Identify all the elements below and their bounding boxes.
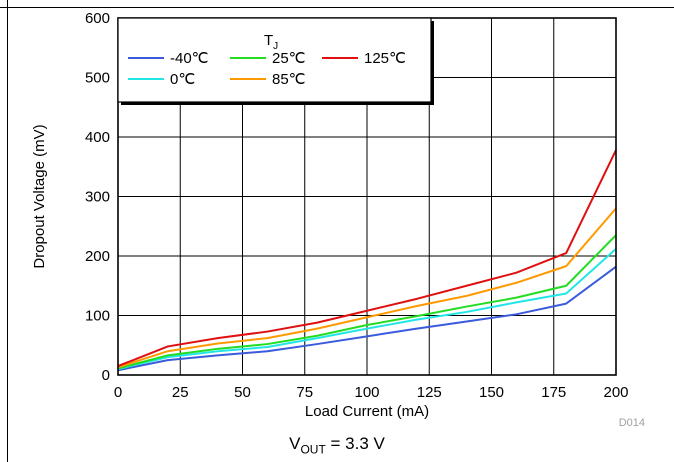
x-tick-label: 75 [296, 384, 313, 401]
legend-label: 0℃ [170, 71, 195, 88]
x-tick-label: 50 [234, 384, 251, 401]
caption-prefix: V [289, 434, 301, 453]
x-axis-title: Load Current (mA) [305, 403, 429, 420]
legend-title: TJ [264, 32, 278, 52]
y-tick-label: 400 [85, 129, 110, 146]
series-line [117, 149, 617, 368]
y-tick-label: 500 [85, 70, 110, 87]
y-tick-label: 100 [85, 308, 110, 325]
y-tick-label: 0 [102, 367, 110, 384]
x-tick-label: 200 [603, 384, 628, 401]
output-voltage-caption: VOUT = 3.3 V [0, 434, 674, 456]
x-tick-label: 175 [541, 384, 566, 401]
series-layer [117, 149, 617, 372]
series-line [117, 234, 617, 370]
y-axis-title: Dropout Voltage (mV) [31, 124, 48, 268]
legend-title-subscript: J [273, 41, 278, 52]
x-tick-label: 150 [479, 384, 504, 401]
y-tick-label: 200 [85, 248, 110, 265]
dropout-voltage-chart: 0 25 50 75 100 125 150 175 200 0 100 200 300 400 500 6… [31, 10, 645, 429]
legend-label: 125℃ [364, 50, 406, 67]
caption-suffix: = 3.3 V [325, 434, 385, 453]
x-tick-label: 125 [417, 384, 442, 401]
series-line [117, 207, 617, 369]
x-tick-label: 25 [172, 384, 189, 401]
series-line [117, 248, 617, 371]
y-tick-label: 300 [85, 189, 110, 206]
legend-box [117, 17, 432, 103]
y-tick-labels: 0 100 200 300 400 500 600 [85, 10, 110, 384]
legend-title-main: T [264, 32, 273, 49]
legend: TJ -40℃ 25℃ 125℃ 0℃ 85℃ [117, 17, 434, 105]
x-tick-label: 0 [114, 384, 122, 401]
y-tick-label: 600 [85, 10, 110, 27]
legend-entries: -40℃ 25℃ 125℃ 0℃ 85℃ [128, 50, 406, 88]
legend-label: 25℃ [272, 50, 306, 67]
x-tick-label: 100 [354, 384, 379, 401]
x-tick-labels: 0 25 50 75 100 125 150 175 200 [114, 384, 629, 401]
legend-label: 85℃ [272, 71, 306, 88]
series-line [117, 265, 617, 372]
figure-code: D014 [619, 417, 645, 429]
caption-subscript: OUT [300, 442, 326, 457]
legend-label: -40℃ [170, 50, 209, 67]
